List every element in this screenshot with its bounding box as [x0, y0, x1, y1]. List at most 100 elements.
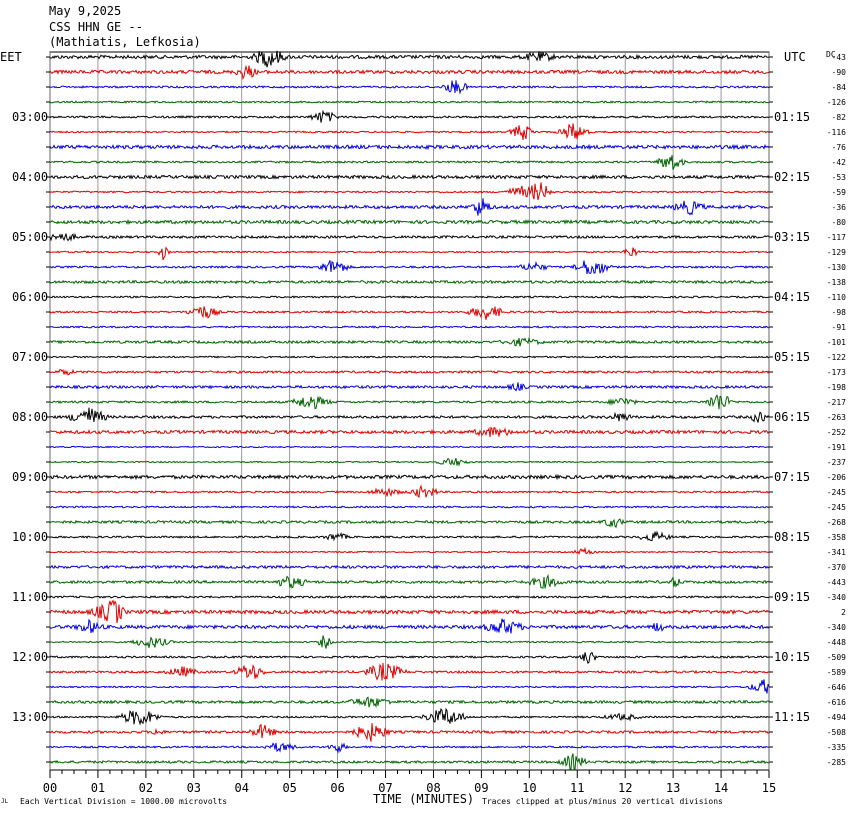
seismic-trace	[49, 394, 770, 410]
x-tick-label: 06	[330, 781, 344, 795]
dc-offset-label: 2	[841, 608, 846, 617]
left-hour-label: 13:00	[12, 710, 49, 724]
dc-offset-label: -36	[831, 203, 846, 212]
x-tick-label: 15	[762, 781, 776, 795]
dc-offset-label: -138	[826, 278, 846, 287]
seismic-trace	[49, 407, 770, 423]
right-hour-label: 07:15	[774, 470, 811, 484]
dc-offset-label: -43	[831, 53, 846, 62]
right-hour-label: 11:15	[774, 710, 811, 724]
dc-offset-label: -370	[826, 563, 846, 572]
seismic-trace	[49, 232, 770, 242]
dc-offset-label: -245	[826, 503, 846, 512]
dc-offset-label: -59	[831, 188, 846, 197]
seismic-trace	[49, 182, 770, 201]
seismic-trace	[49, 100, 770, 104]
dc-offset-label: -90	[831, 68, 846, 77]
x-tick-label: 08	[426, 781, 440, 795]
seismic-trace	[49, 50, 770, 68]
dc-offset-label: -341	[826, 548, 846, 557]
right-hour-label: 02:15	[774, 170, 811, 184]
seismic-trace	[49, 368, 770, 376]
x-axis-label: TIME (MINUTES)	[373, 792, 475, 806]
seismic-trace	[49, 246, 770, 261]
seismic-trace	[49, 457, 770, 467]
dc-offset-label: -335	[826, 743, 846, 752]
dc-offset-label: -98	[831, 308, 846, 317]
right-hour-label: 01:15	[774, 110, 811, 124]
dc-offset-label: -110	[826, 293, 846, 302]
dc-offset-label: -129	[826, 248, 846, 257]
seismic-trace	[49, 518, 770, 529]
corner-mark: JL	[1, 798, 9, 805]
dc-offset-label: -80	[831, 218, 846, 227]
dc-header-label: DC	[826, 50, 836, 59]
x-tick-label: 07	[378, 781, 392, 795]
dc-offset-label: -173	[826, 368, 846, 377]
seismic-trace	[49, 753, 770, 771]
seismic-trace	[49, 595, 770, 599]
header-date: May 9,2025	[49, 4, 122, 18]
dc-offset-label: -76	[831, 143, 846, 152]
seismic-trace	[50, 295, 770, 299]
left-timezone-label: EET	[0, 50, 22, 64]
seismic-trace	[49, 80, 770, 95]
seismic-trace	[49, 198, 770, 216]
dc-offset-label: -82	[831, 113, 846, 122]
seismic-trace	[49, 218, 770, 226]
seismic-trace	[49, 696, 770, 709]
right-timezone-label: UTC	[784, 50, 806, 64]
left-hour-label: 09:00	[12, 470, 49, 484]
seismic-trace	[49, 707, 770, 726]
seismic-trace	[49, 564, 770, 570]
seismic-trace	[49, 484, 770, 499]
seismic-trace	[49, 355, 769, 359]
dc-offset-label: -116	[826, 128, 846, 137]
dc-offset-label: -508	[826, 728, 846, 737]
left-hour-label: 04:00	[12, 170, 49, 184]
dc-offset-label: -206	[826, 473, 846, 482]
seismic-trace	[49, 445, 770, 449]
seismic-trace	[49, 618, 770, 634]
dc-offset-label: -340	[826, 623, 846, 632]
dc-offset-label: -268	[826, 518, 846, 527]
right-hour-label: 10:15	[774, 650, 811, 664]
seismic-trace	[49, 426, 770, 438]
x-tick-label: 14	[714, 781, 728, 795]
x-tick-label: 00	[43, 781, 57, 795]
dc-offset-label: -122	[826, 353, 846, 362]
dc-offset-label: -494	[826, 713, 846, 722]
right-hour-label: 03:15	[774, 230, 811, 244]
dc-offset-label: -217	[826, 398, 846, 407]
x-tick-label: 04	[235, 781, 249, 795]
left-hour-label: 12:00	[12, 650, 49, 664]
seismic-trace	[49, 723, 770, 742]
dc-offset-label: -198	[826, 383, 846, 392]
seismic-trace	[49, 651, 770, 665]
seismic-trace	[49, 143, 770, 151]
dc-offset-label: -91	[831, 323, 846, 332]
plot-frame	[49, 51, 770, 771]
dc-offset-label: -53	[831, 173, 846, 182]
seismic-trace	[49, 306, 770, 320]
seismic-trace	[49, 279, 770, 285]
dc-offset-label: -358	[826, 533, 846, 542]
seismic-trace	[49, 546, 770, 556]
dc-offset-label: -117	[826, 233, 846, 242]
seismic-trace	[50, 336, 770, 347]
dc-offset-label: -263	[826, 413, 846, 422]
right-hour-label: 08:15	[774, 530, 811, 544]
seismic-trace	[49, 64, 770, 80]
x-tick-label: 11	[570, 781, 584, 795]
dc-offset-label: -126	[826, 98, 846, 107]
scale-note: Each Vertical Division = 1000.00 microvo…	[20, 797, 228, 806]
left-hour-label: 08:00	[12, 410, 49, 424]
dc-offset-label: -191	[826, 443, 846, 452]
dc-offset-label: -443	[826, 578, 846, 587]
seismic-trace	[49, 260, 770, 274]
seismic-trace	[49, 599, 770, 624]
seismic-trace	[49, 109, 769, 123]
clip-note: Traces clipped at plus/minus 20 vertical…	[482, 797, 723, 806]
right-hour-label: 04:15	[774, 290, 811, 304]
